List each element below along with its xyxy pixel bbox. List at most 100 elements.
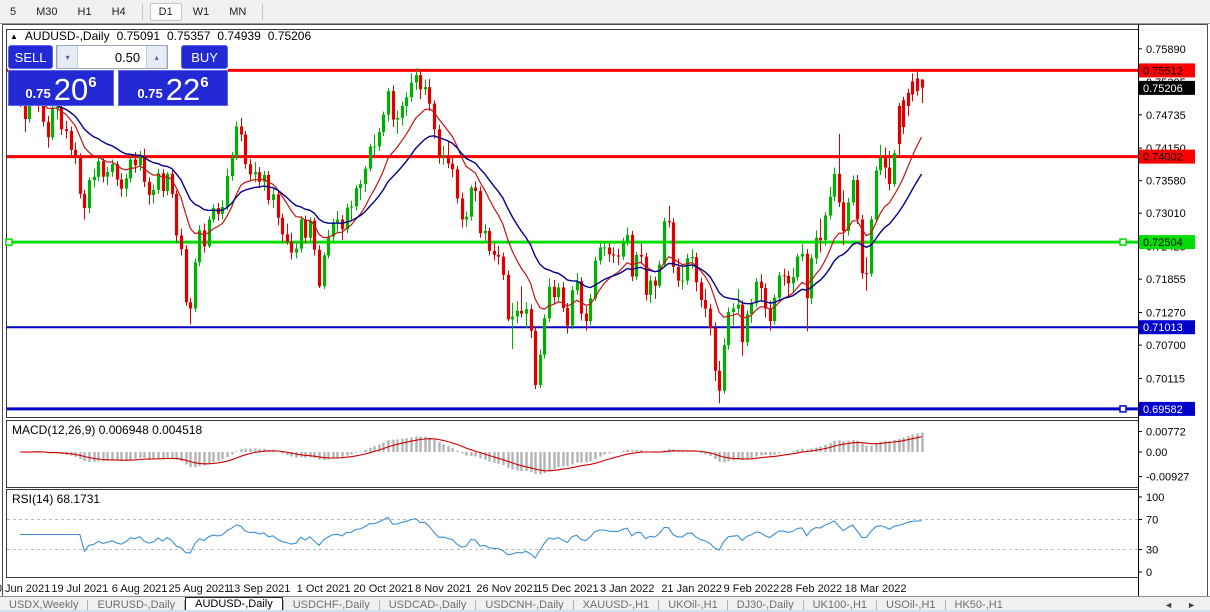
timeframe-button-H4[interactable]: H4 [111, 5, 126, 18]
candle-body [878, 157, 883, 171]
tab-separator [658, 599, 660, 611]
candle-body [225, 176, 230, 207]
candle-body [855, 180, 860, 220]
date-label: 8 Nov 2021 [415, 583, 471, 595]
candle-body [87, 180, 92, 209]
price-tick-label: 0.70115 [1146, 373, 1185, 385]
candle-body [335, 219, 340, 223]
candle-body [639, 254, 644, 257]
candle-body [892, 153, 897, 185]
chart-title: ▲ AUDUSD-,Daily 0.75091 0.75357 0.74939 … [10, 29, 311, 43]
level-price-label-text: 0.74002 [1143, 152, 1183, 164]
candle-body [915, 78, 920, 92]
candle-body [92, 176, 97, 181]
candle-body [657, 264, 662, 286]
tab-separator [475, 599, 477, 611]
tab-usoil-h1[interactable]: USOil-,H1 [886, 599, 936, 611]
candle-body [82, 193, 87, 209]
candle-body [239, 126, 244, 135]
tab-audusd-daily[interactable]: AUDUSD-,Daily [185, 597, 283, 611]
line-handle[interactable] [5, 238, 13, 246]
timeframe-button-M30[interactable]: M30 [36, 5, 58, 18]
candle-body [432, 103, 437, 130]
candle-body [156, 173, 161, 190]
date-label: 9 Feb 2022 [724, 583, 780, 595]
candle-body [685, 258, 690, 281]
buy-price-box[interactable]: 0.75 22 6 [118, 70, 228, 106]
timeframe-button-MN[interactable]: MN [229, 5, 247, 18]
candle-body [165, 173, 170, 191]
chart-tabs-bar: USDX,Weekly EURUSD-,Daily AUDUSD-,Daily USD… [0, 596, 1210, 612]
candle-body [59, 107, 64, 130]
timeframe-button-H1[interactable]: H1 [77, 5, 92, 18]
date-label: 26 Nov 2021 [476, 583, 538, 595]
candle-body [506, 274, 511, 320]
date-label: 1 Oct 2021 [297, 583, 351, 595]
current-price-label-text: 0.75206 [1143, 83, 1183, 95]
candle-body [174, 193, 179, 236]
tab-xauusd-h1[interactable]: XAUUSD-,H1 [582, 599, 650, 611]
candle-body [588, 298, 593, 322]
buy-price-pip: 6 [200, 74, 209, 91]
candle-body [188, 302, 193, 309]
timeframe-button-W1[interactable]: W1 [192, 5, 210, 18]
candle-body [243, 134, 248, 165]
candle-body [529, 309, 534, 331]
candle-body [280, 217, 285, 235]
tab-usdx-weekly[interactable]: USDX,Weekly [9, 599, 79, 611]
candle-body [400, 105, 405, 118]
candle-body [23, 101, 28, 120]
tab-uk100-h1[interactable]: UK100-,H1 [812, 599, 868, 611]
price-tick-label: 0.70700 [1146, 340, 1186, 352]
sell-button[interactable]: SELL [8, 45, 54, 69]
candle-body [404, 97, 409, 106]
tab-dj30-daily[interactable]: DJ30-,Daily [736, 599, 794, 611]
tab-usdchf-daily[interactable]: USDCHF-,Daily [292, 599, 370, 611]
candle-body [96, 161, 101, 177]
candle-body [483, 230, 488, 234]
tab-separator [572, 599, 574, 611]
candle-body [644, 256, 649, 295]
expand-subwindow-icon[interactable]: ▲ [10, 31, 18, 41]
level-price-label-bg [1139, 401, 1195, 416]
candle-body [446, 155, 451, 164]
candle-body [409, 82, 414, 98]
level-price-label: 0.71013 [1139, 320, 1195, 335]
timeframe-button-5[interactable]: 5 [10, 5, 17, 18]
candle-body [55, 107, 60, 109]
candle-body [170, 173, 175, 194]
tabs-scroll-right-icon[interactable]: ► [1187, 600, 1196, 610]
candle-body [713, 327, 718, 371]
candle-body [46, 121, 51, 138]
tab-hk50-h1[interactable]: HK50-,H1 [954, 599, 1003, 611]
candle-body [717, 370, 722, 391]
candle-body [782, 275, 787, 277]
tab-ukoil-h1[interactable]: UKOil-,H1 [668, 599, 718, 611]
volume-decrease-button[interactable]: ▾ [57, 46, 79, 68]
candle-body [814, 237, 819, 259]
volume-input[interactable]: 0.50 [78, 46, 147, 68]
candle-body [699, 282, 704, 300]
candle-body [593, 260, 598, 299]
candle-body [754, 281, 759, 304]
tab-usdcnh-daily[interactable]: USDCNH-,Daily [485, 599, 564, 611]
tab-eurusd-daily[interactable]: EURUSD-,Daily [97, 599, 176, 611]
candle-body [860, 219, 865, 274]
candle-body [786, 276, 791, 284]
timeframe-button-D1[interactable]: D1 [149, 2, 182, 21]
buy-button[interactable]: BUY [181, 45, 228, 69]
line-handle[interactable] [1119, 238, 1127, 246]
level-price-label-bg [1139, 149, 1195, 164]
tabs-scroll-left-icon[interactable]: ◄ [1164, 600, 1174, 610]
candle-body [552, 286, 557, 298]
tab-usdcad-daily[interactable]: USDCAD-,Daily [388, 599, 467, 611]
candle-body [115, 164, 120, 180]
line-handle[interactable] [1119, 405, 1127, 413]
candle-body [418, 75, 423, 90]
candle-body [105, 172, 110, 177]
date-label: 3 Jan 2022 [600, 583, 654, 595]
volume-increase-button[interactable]: ▴ [146, 46, 168, 68]
moving-average-line [19, 99, 923, 305]
tab-separator [378, 599, 380, 611]
sell-price-box[interactable]: 0.75 20 6 [8, 70, 114, 106]
